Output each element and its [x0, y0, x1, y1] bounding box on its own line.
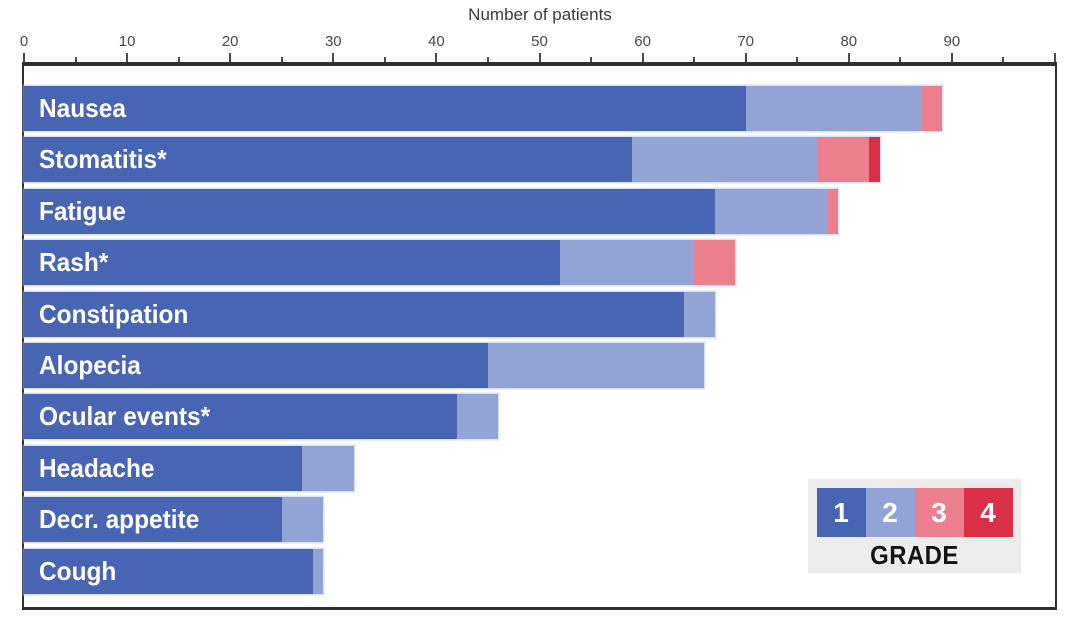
- bar-label: Decr. appetite: [39, 504, 200, 535]
- bar-segment-grade-1: [24, 548, 313, 594]
- bar-segment-grade-2: [632, 137, 818, 183]
- axis-minor-tick: [74, 57, 77, 62]
- axis-major-tick: [332, 53, 335, 62]
- bar-label: Alopecia: [39, 350, 141, 380]
- bar-segment-grade-1: [24, 291, 684, 337]
- axis-minor-tick: [486, 57, 489, 62]
- bar-segment-grade-3: [828, 188, 839, 234]
- bar-segment-grade-4: [869, 137, 880, 183]
- axis-tick-label: 60: [634, 33, 651, 50]
- bar-segment-grade-1: [24, 137, 633, 183]
- axis-major-tick: [744, 53, 747, 62]
- bar-segment-grade-2: [683, 291, 715, 337]
- legend-swatch-grade-3: 3: [914, 488, 964, 537]
- bar-label: Nausea: [39, 93, 126, 123]
- axis-major-tick: [538, 53, 541, 62]
- bar-segment-grade-3: [694, 240, 736, 286]
- axis-major-tick: [229, 53, 232, 62]
- axis-major-tick: [847, 53, 850, 62]
- bar-segment-grade-2: [714, 188, 829, 234]
- axis-tick-label: 30: [324, 33, 342, 50]
- bar-segment-grade-1: [24, 86, 746, 131]
- bar-label: Rash*: [39, 247, 109, 278]
- bar-label: Stomatitis*: [39, 144, 167, 175]
- bar-segment-grade-3: [817, 137, 870, 183]
- axis-minor-tick: [280, 57, 283, 62]
- bar-label: Headache: [39, 452, 155, 483]
- bar-row: Nausea: [24, 86, 942, 131]
- axis-minor-tick: [383, 57, 386, 62]
- axis-tick-label: 80: [840, 33, 858, 50]
- bar-row: Alopecia: [24, 343, 705, 388]
- bar-segment-grade-1: [24, 394, 458, 440]
- axis-tick-label: 20: [221, 33, 239, 50]
- legend-swatch-grade-4: 4: [963, 488, 1013, 537]
- axis-major-tick: [126, 53, 129, 62]
- bar-row: Stomatitis*: [24, 137, 880, 183]
- axis-major-tick: [1054, 53, 1056, 62]
- bar-row: Decr. appetite: [24, 497, 323, 543]
- bar-label: Cough: [39, 555, 117, 586]
- axis-minor-tick: [1002, 57, 1005, 62]
- axis-minor-tick: [590, 57, 593, 62]
- axis-tick-label: 90: [943, 33, 961, 50]
- bar-segment-grade-2: [457, 394, 499, 440]
- bar-row: Headache: [24, 445, 354, 491]
- axis-major-tick: [641, 53, 644, 62]
- axis-tick-label: 40: [428, 33, 445, 50]
- bar-segment-grade-1: [24, 497, 282, 543]
- axis-tick-label: 10: [118, 33, 136, 50]
- bar-segment-grade-2: [745, 86, 921, 131]
- axis-tick-label: 0: [19, 33, 29, 50]
- bar-row: Fatigue: [24, 188, 839, 234]
- axis-major-tick: [950, 53, 953, 62]
- bar-segment-grade-1: [24, 343, 488, 388]
- bar-segment-grade-2: [281, 497, 323, 543]
- axis-major-tick: [435, 53, 438, 62]
- axis-major-tick: [23, 53, 25, 62]
- bar-row: Ocular events*: [24, 394, 499, 440]
- bar-segment-grade-1: [24, 188, 715, 234]
- bar-segment-grade-2: [560, 240, 695, 286]
- bar-segment-grade-2: [487, 343, 705, 388]
- axis-minor-tick: [693, 57, 696, 62]
- bar-label: Ocular events*: [39, 401, 211, 432]
- axis-minor-tick: [796, 57, 799, 62]
- axis-minor-tick: [899, 57, 902, 62]
- bar-segment-grade-3: [920, 86, 942, 131]
- plot-area: Nausea Stomatitis* Fatigue Rash* Constipatio…: [22, 62, 1057, 610]
- axis-minor-tick: [177, 57, 180, 62]
- bar-row: Rash*: [24, 240, 736, 286]
- legend-title: GRADE: [870, 540, 959, 570]
- legend-swatch-grade-1: 1: [816, 488, 866, 537]
- bar-segment-grade-2: [312, 548, 323, 594]
- axis-tick-label: 70: [737, 33, 755, 50]
- axis-tick-label: 50: [531, 33, 548, 50]
- legend-swatch-grade-2: 2: [865, 488, 915, 537]
- bar-segment-grade-2: [302, 445, 354, 491]
- bar-row: Cough: [24, 548, 323, 594]
- bar-row: Constipation: [24, 291, 715, 337]
- chart-title: Number of patients: [468, 5, 612, 24]
- bar-segment-grade-1: [24, 240, 561, 286]
- bar-label: Fatigue: [39, 195, 126, 226]
- bar-segment-grade-1: [24, 445, 303, 491]
- bar-label: Constipation: [39, 298, 189, 329]
